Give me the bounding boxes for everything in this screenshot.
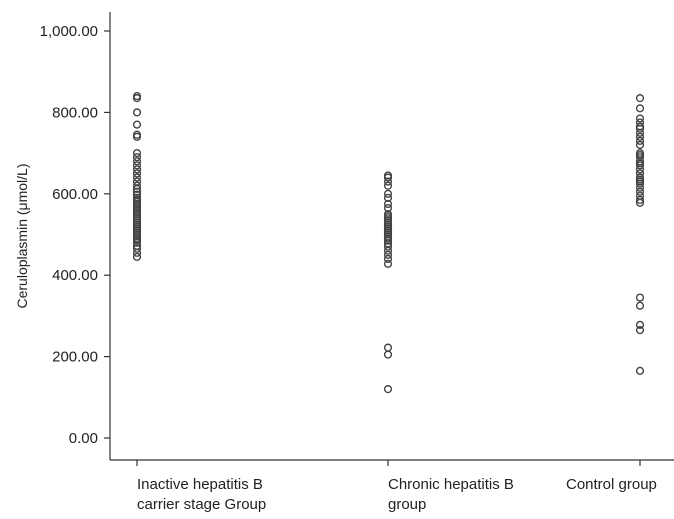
data-point — [635, 326, 645, 335]
data-point — [383, 181, 393, 190]
data-point — [635, 301, 645, 310]
data-point — [383, 199, 393, 209]
data-point — [132, 252, 142, 261]
data-point — [383, 385, 393, 394]
x-category-label: Chronic hepatitis B — [388, 476, 514, 493]
data-point — [635, 195, 645, 205]
data-point — [132, 108, 142, 117]
data-point — [635, 183, 645, 192]
data-point — [383, 254, 393, 264]
data-point — [132, 184, 142, 194]
data-point — [383, 250, 393, 259]
y-tick-label: 0.00 — [69, 430, 98, 447]
data-point — [383, 177, 393, 186]
x-category-label: Inactive hepatitis B — [137, 476, 263, 493]
x-category-label: carrier stage Group — [137, 496, 266, 513]
data-point — [635, 187, 645, 196]
data-point — [635, 161, 645, 170]
data-point — [635, 132, 645, 141]
data-point — [635, 320, 645, 329]
data-point — [132, 157, 142, 166]
y-tick-label: 800.00 — [52, 104, 98, 121]
x-category-label: group — [388, 496, 426, 513]
data-point — [635, 366, 645, 375]
data-point — [132, 173, 142, 182]
x-ticks: Inactive hepatitis B carrier stage Group C… — [136, 460, 657, 513]
data-point — [383, 242, 393, 251]
y-tick-label: 600.00 — [52, 186, 98, 203]
y-ticks: 0.00 200.00 400.00 600.00 800.00 1,000.00 — [40, 23, 110, 447]
data-point — [635, 136, 645, 145]
data-point — [132, 165, 142, 174]
data-point — [635, 165, 645, 174]
data-point — [132, 120, 142, 129]
data-point — [635, 128, 645, 137]
data-point — [383, 246, 393, 255]
data-point — [383, 173, 393, 182]
y-tick-label: 400.00 — [52, 267, 98, 284]
data-point — [132, 244, 142, 253]
data-point — [635, 293, 645, 302]
data-point — [635, 140, 645, 150]
data-point — [132, 169, 142, 178]
y-axis-title: Ceruloplasmin (μmol/L) — [14, 164, 30, 309]
data-point — [383, 343, 393, 352]
data-point — [635, 104, 645, 113]
data-point — [383, 189, 393, 198]
data-point — [132, 248, 142, 257]
data-point — [132, 94, 142, 103]
data-point — [635, 114, 645, 123]
data-point — [635, 198, 645, 207]
data-points — [132, 92, 645, 394]
x-category-label: Control group — [566, 476, 657, 493]
data-point — [635, 94, 645, 103]
y-tick-label: 200.00 — [52, 349, 98, 366]
data-point — [383, 350, 393, 359]
data-point — [383, 259, 393, 268]
data-point — [635, 179, 645, 188]
data-point — [132, 132, 142, 141]
data-point — [132, 153, 142, 162]
data-point — [132, 161, 142, 170]
y-tick-label: 1,000.00 — [40, 23, 98, 40]
data-point — [635, 124, 645, 133]
data-point — [132, 149, 142, 158]
